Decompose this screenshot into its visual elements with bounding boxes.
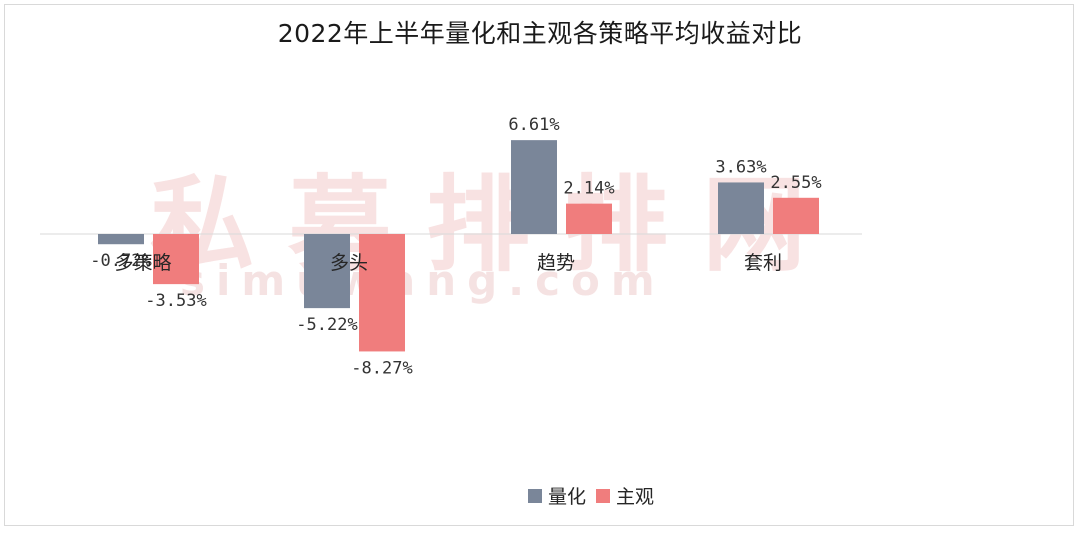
data-label-quant-0: -0.72% [90, 251, 151, 271]
bar-discretionary-1 [359, 234, 405, 352]
legend-item-quant: 量化 [528, 482, 586, 509]
chart-title: 2022年上半年量化和主观各策略平均收益对比 [277, 19, 803, 48]
category-label-3: 套利 [744, 252, 782, 274]
category-label-1: 多头 [330, 252, 368, 274]
bar-discretionary-2 [566, 203, 612, 234]
bar-quant-1 [304, 234, 350, 309]
legend-label-quant: 量化 [548, 486, 587, 508]
watermark-url-text: simuwang.com [180, 256, 666, 305]
legend-swatch-quant [528, 488, 542, 503]
bar-quant-0 [98, 234, 144, 245]
category-label-2: 趋势 [537, 252, 575, 274]
bar-quant-2 [511, 140, 557, 234]
legend-item-discretionary: 主观 [596, 482, 654, 509]
bar-discretionary-3 [773, 197, 819, 234]
data-label-discretionary-2: 2.14% [563, 179, 614, 199]
bar-quant-3 [718, 182, 764, 234]
chart-legend: 量化 主观 [528, 482, 664, 509]
data-label-discretionary-0: -3.53% [145, 291, 206, 311]
data-label-quant-2: 6.61% [508, 115, 559, 135]
bar-discretionary-0 [153, 234, 199, 285]
data-label-discretionary-1: -8.27% [351, 358, 412, 378]
category-label-0: 多策略 [114, 252, 171, 274]
data-label-discretionary-3: 2.55% [770, 173, 821, 193]
watermark-logo-text: 私募排排网 [150, 164, 841, 286]
data-label-quant-3: 3.63% [715, 157, 766, 177]
legend-swatch-discretionary [596, 488, 611, 503]
legend-label-discretionary: 主观 [616, 486, 655, 508]
data-label-quant-1: -5.22% [296, 315, 357, 335]
